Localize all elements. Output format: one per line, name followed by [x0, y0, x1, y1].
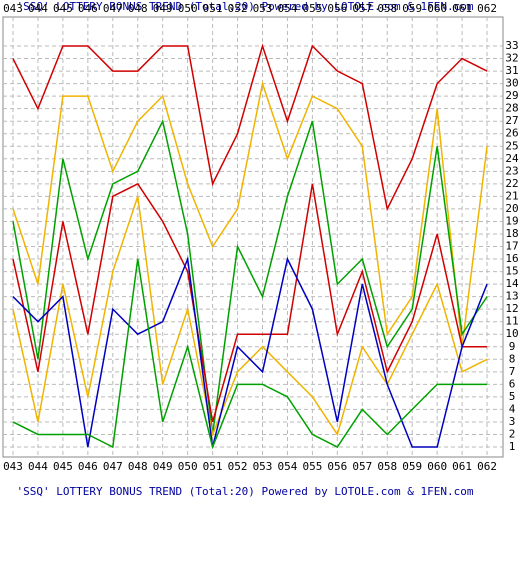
y-tick-label: 13: [505, 290, 518, 303]
x-tick-label: 045: [53, 460, 73, 473]
y-tick-label: 31: [505, 64, 518, 77]
x-tick-label-top: 062: [477, 2, 497, 15]
x-tick-label: 049: [153, 460, 173, 473]
x-tick-label: 044: [28, 460, 48, 473]
x-tick-label-top: 049: [153, 2, 173, 15]
series-line: [12, 256, 488, 448]
y-tick-label: 33: [505, 39, 518, 52]
x-tick-label-top: 048: [128, 2, 148, 15]
x-tick-label: 046: [78, 460, 98, 473]
y-tick-label: 1: [509, 440, 516, 453]
y-tick-label: 32: [505, 52, 518, 65]
y-tick-label: 26: [505, 127, 518, 140]
y-tick-label: 10: [505, 327, 518, 340]
x-tick-label: 060: [427, 460, 447, 473]
x-tick-label: 051: [203, 460, 223, 473]
x-tick-label-top: 050: [178, 2, 198, 15]
series-line: [12, 258, 488, 450]
chart-footer-title: 'SSQ' LOTTERY BONUS TREND (Total:20) Pow…: [17, 485, 474, 498]
series-line: [12, 182, 488, 423]
x-tick-label-top: 044: [28, 2, 48, 15]
x-tick-label: 047: [103, 460, 123, 473]
y-tick-label: 28: [505, 102, 518, 115]
x-tick-label-top: 047: [103, 2, 123, 15]
y-tick-label: 30: [505, 77, 518, 90]
x-tick-label-top: 045: [53, 2, 73, 15]
x-tick-label-top: 059: [402, 2, 422, 15]
y-tick-label: 6: [509, 377, 516, 390]
x-tick-label: 048: [128, 460, 148, 473]
x-tick-label: 061: [452, 460, 472, 473]
y-tick-label: 16: [505, 252, 518, 265]
y-tick-label: 7: [509, 365, 516, 378]
y-tick-label: 27: [505, 114, 518, 127]
x-tick-label: 056: [327, 460, 347, 473]
chart-title: 'SSQ' LOTTERY BONUS TREND (Total:20) Pow…: [17, 0, 474, 13]
y-tick-label: 12: [505, 302, 518, 315]
x-tick-label: 057: [352, 460, 372, 473]
y-tick-label: 5: [509, 390, 516, 403]
y-tick-label: 15: [505, 265, 518, 278]
x-tick-label-top: 056: [327, 2, 347, 15]
y-tick-label: 22: [505, 177, 518, 190]
x-tick-label-top: 046: [78, 2, 98, 15]
series-line: [12, 118, 488, 435]
x-tick-label: 055: [302, 460, 322, 473]
y-tick-label: 25: [505, 139, 518, 152]
y-tick-label: 21: [505, 189, 518, 202]
y-tick-label: 18: [505, 227, 518, 240]
x-tick-label: 058: [377, 460, 397, 473]
y-tick-label: 9: [509, 340, 516, 353]
x-tick-label: 062: [477, 460, 497, 473]
y-tick-label: 29: [505, 89, 518, 102]
x-tick-label: 050: [178, 460, 198, 473]
x-tick-label-top: 051: [203, 2, 223, 15]
x-tick-label-top: 054: [278, 2, 298, 15]
series-line: [12, 43, 488, 212]
y-tick-label: 14: [505, 277, 519, 290]
x-tick-label: 054: [278, 460, 298, 473]
y-tick-label: 2: [509, 427, 516, 440]
x-tick-label-top: 055: [302, 2, 322, 15]
series-line: [12, 80, 488, 347]
y-tick-label: 8: [509, 352, 516, 365]
y-tick-label: 4: [509, 402, 516, 415]
y-tick-label: 17: [505, 240, 518, 253]
x-tick-label-top: 053: [253, 2, 273, 15]
y-tick-label: 20: [505, 202, 518, 215]
x-tick-label-top: 052: [228, 2, 248, 15]
x-tick-label: 043: [3, 460, 23, 473]
x-tick-label-top: 057: [352, 2, 372, 15]
y-tick-label: 19: [505, 214, 518, 227]
x-tick-label-top: 060: [427, 2, 447, 15]
x-tick-label-top: 043: [3, 2, 23, 15]
y-tick-label: 23: [505, 164, 518, 177]
x-tick-label: 059: [402, 460, 422, 473]
y-tick-label: 24: [505, 152, 519, 165]
x-tick-label: 052: [228, 460, 248, 473]
x-tick-label: 053: [253, 460, 273, 473]
x-tick-label-top: 061: [452, 2, 472, 15]
plot-frame: [2, 16, 504, 458]
x-tick-label-top: 058: [377, 2, 397, 15]
y-tick-label: 11: [505, 315, 518, 328]
y-tick-label: 3: [509, 415, 516, 428]
